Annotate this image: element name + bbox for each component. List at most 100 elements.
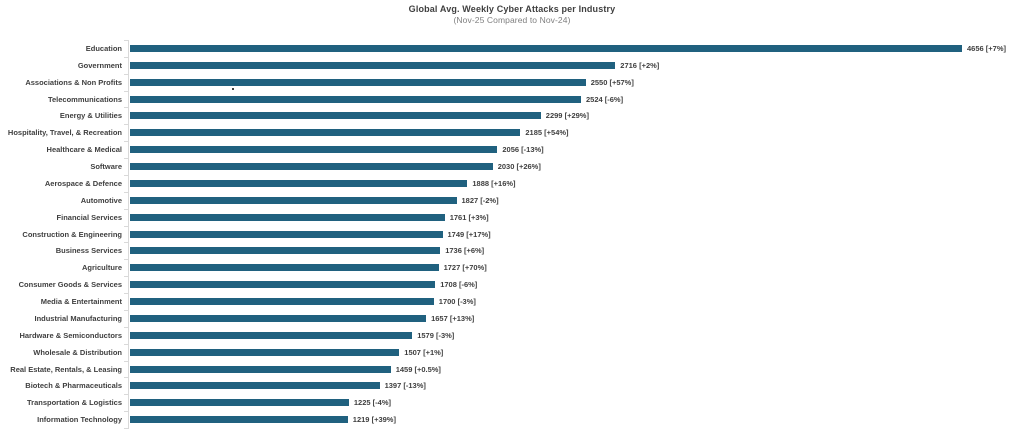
bar-row: Automotive 1827 [-2%]	[0, 192, 1024, 209]
value-label: 1225 [-4%]	[353, 398, 391, 408]
axis-tick	[124, 208, 128, 210]
bar-row: Industrial Manufacturing 1657 [+13%]	[0, 310, 1024, 327]
axis-tick	[124, 242, 128, 244]
category-label: Telecommunications	[47, 94, 122, 104]
value-label: 2185 [+54%]	[525, 128, 569, 138]
category-label: Hardware & Semiconductors	[19, 330, 122, 340]
bar	[130, 61, 616, 69]
category-label: Healthcare & Medical	[46, 145, 122, 155]
value-label: 1507 [+1%]	[404, 347, 444, 357]
axis-tick	[124, 343, 128, 345]
category-label: Hospitality, Travel, & Recreation	[7, 128, 122, 138]
bar	[130, 213, 445, 221]
axis-tick	[124, 259, 128, 261]
bar	[130, 78, 586, 86]
value-label: 1397 [-13%]	[384, 381, 426, 391]
value-label: 2030 [+26%]	[497, 162, 541, 172]
bar-row: Education 4656 [+7%]	[0, 40, 1024, 57]
bar	[130, 331, 413, 339]
value-label: 1736 [+6%]	[445, 246, 485, 256]
y-axis-line	[128, 40, 129, 429]
bar	[130, 196, 457, 204]
axis-tick	[124, 90, 128, 92]
value-label: 2716 [+2%]	[620, 60, 660, 70]
category-label: Industrial Manufacturing	[34, 313, 122, 323]
category-label: Construction & Engineering	[22, 229, 122, 239]
chart-subtitle: (Nov-25 Compared to Nov-24)	[453, 15, 571, 25]
axis-tick	[124, 428, 128, 429]
bar	[130, 382, 380, 390]
category-label: Associations & Non Profits	[25, 77, 122, 87]
axis-tick	[124, 225, 128, 227]
bar	[130, 129, 521, 137]
bar-row: Real Estate, Rentals, & Leasing 1459 [+0.…	[0, 361, 1024, 378]
bar	[130, 44, 962, 52]
bar-row: Transportation & Logistics 1225 [-4%]	[0, 394, 1024, 411]
value-label: 1459 [+0.5%]	[395, 364, 441, 374]
category-label: Real Estate, Rentals, & Leasing	[10, 364, 122, 374]
value-label: 2524 [-6%]	[586, 94, 624, 104]
value-label: 2550 [+57%]	[590, 77, 634, 87]
value-label: 1888 [+16%]	[472, 178, 516, 188]
axis-tick	[124, 40, 128, 41]
category-label: Agriculture	[81, 263, 122, 273]
bar-row: Agriculture 1727 [+70%]	[0, 259, 1024, 276]
bar-row: Media & Entertainment 1700 [-3%]	[0, 293, 1024, 310]
value-label: 1749 [+17%]	[447, 229, 491, 239]
category-label: Consumer Goods & Services	[18, 280, 122, 290]
bar-row: Hardware & Semiconductors 1579 [-3%]	[0, 327, 1024, 344]
bar	[130, 348, 400, 356]
bar	[130, 314, 427, 322]
category-label: Automotive	[80, 195, 122, 205]
axis-tick	[124, 309, 128, 311]
axis-tick	[124, 158, 128, 160]
bar-row: Business Services 1736 [+6%]	[0, 243, 1024, 260]
value-label: 1219 [+39%]	[352, 415, 396, 425]
value-label: 1761 [+3%]	[449, 212, 489, 222]
bar-row: Government 2716 [+2%]	[0, 57, 1024, 74]
category-label: Wholesale & Distribution	[33, 347, 122, 357]
axis-tick	[124, 141, 128, 143]
bar-row: Hospitality, Travel, & Recreation 2185 [+…	[0, 124, 1024, 141]
axis-tick	[124, 174, 128, 176]
chart-title: Global Avg. Weekly Cyber Attacks per Ind…	[408, 4, 616, 14]
value-label: 1700 [-3%]	[438, 297, 476, 307]
bar	[130, 146, 498, 154]
axis-tick	[124, 326, 128, 328]
category-label: Biotech & Pharmaceuticals	[25, 381, 122, 391]
category-label: Energy & Utilities	[59, 111, 122, 121]
bar	[130, 247, 441, 255]
axis-tick	[124, 124, 128, 126]
category-label: Government	[77, 60, 122, 70]
category-label: Business Services	[55, 246, 122, 256]
bar-row: Financial Services 1761 [+3%]	[0, 209, 1024, 226]
value-label: 2299 [+29%]	[545, 111, 589, 121]
axis-tick	[124, 191, 128, 193]
value-label: 2056 [-13%]	[502, 145, 544, 155]
bar	[130, 399, 349, 407]
value-label: 1708 [-6%]	[440, 280, 478, 290]
category-label: Aerospace & Defence	[44, 178, 122, 188]
axis-tick	[124, 394, 128, 396]
bar	[130, 230, 443, 238]
bar	[130, 163, 493, 171]
category-label: Transportation & Logistics	[26, 398, 122, 408]
axis-tick	[124, 73, 128, 75]
bar-row: Biotech & Pharmaceuticals 1397 [-13%]	[0, 378, 1024, 395]
value-label: 4656 [+7%]	[967, 43, 1006, 53]
axis-tick	[124, 377, 128, 379]
bar	[130, 179, 468, 187]
bar	[130, 298, 434, 306]
bar-row: Energy & Utilities 2299 [+29%]	[0, 108, 1024, 125]
bar-row: Consumer Goods & Services 1708 [-6%]	[0, 276, 1024, 293]
value-label: 1657 [+13%]	[431, 313, 475, 323]
bar	[130, 365, 391, 373]
category-label: Media & Entertainment	[40, 297, 122, 307]
bar	[130, 281, 436, 289]
category-label: Information Technology	[37, 415, 122, 425]
bar-row: Associations & Non Profits 2550 [+57%]	[0, 74, 1024, 91]
speck-artifact	[232, 88, 234, 90]
axis-tick	[124, 360, 128, 362]
category-label: Software	[90, 162, 122, 172]
